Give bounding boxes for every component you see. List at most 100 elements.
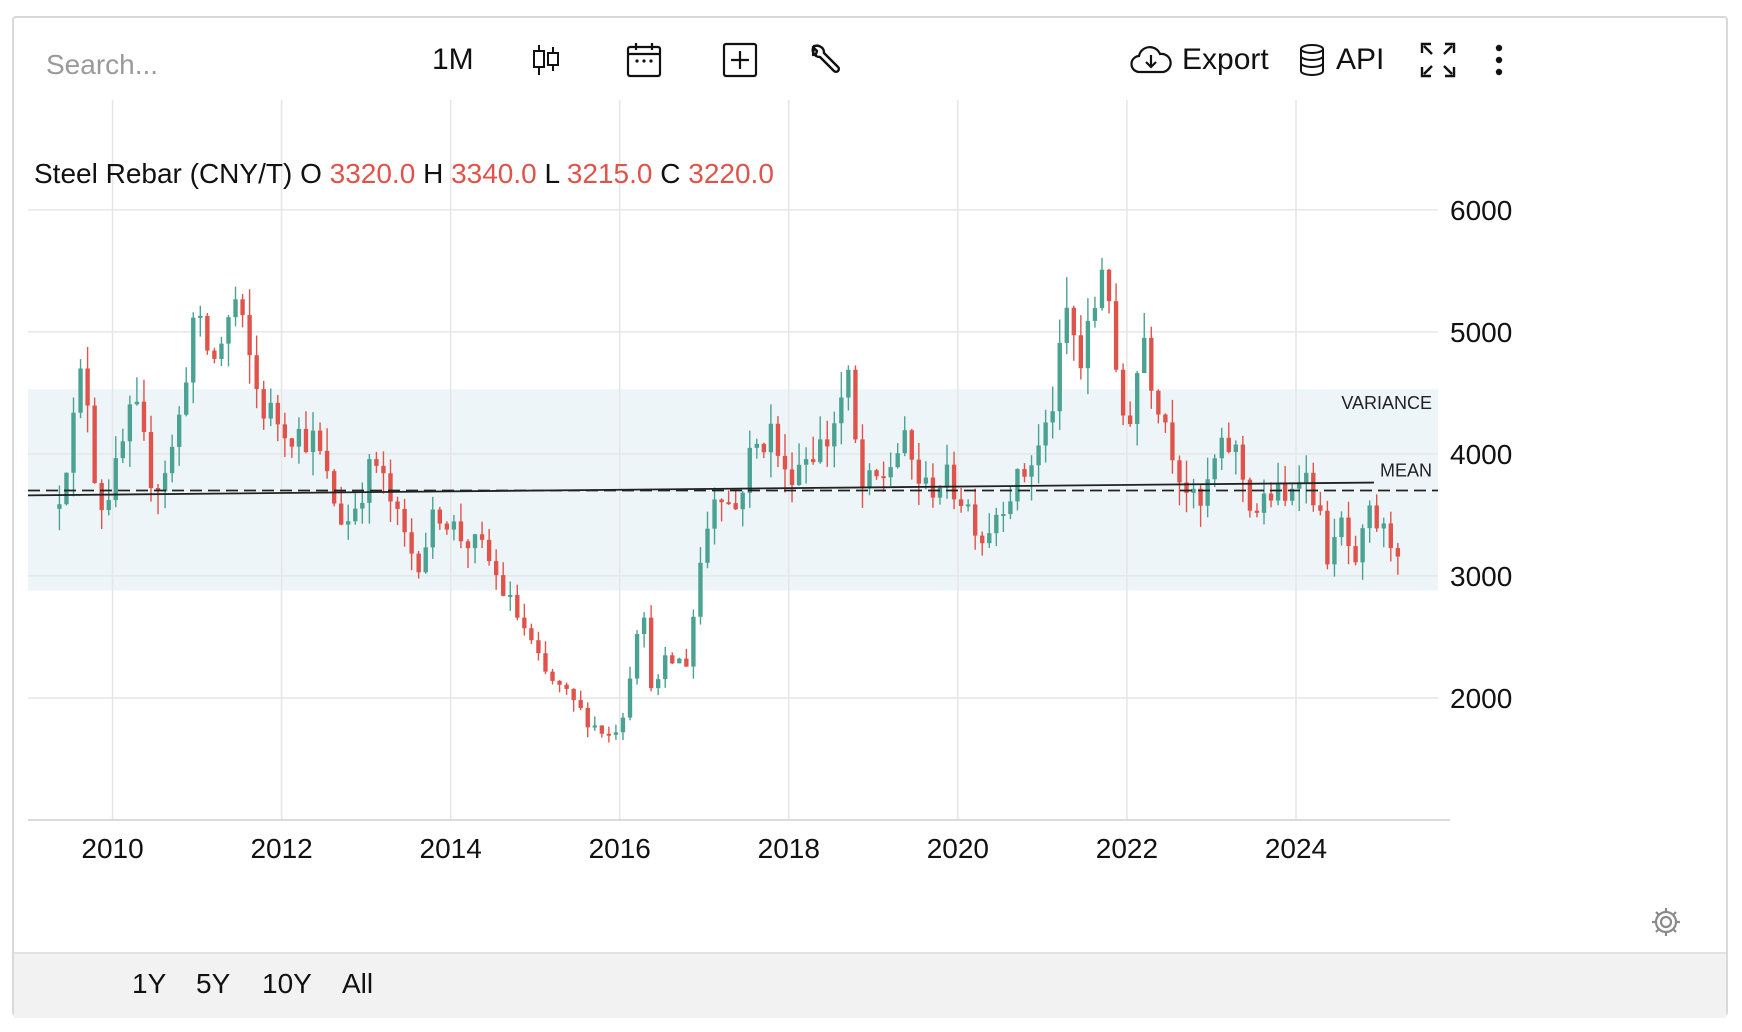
candle-body — [198, 315, 203, 318]
candle-body — [1177, 460, 1182, 483]
candle-body — [134, 401, 140, 405]
chart-area[interactable]: 2000 3000 4000 5000 6000 2010 2012 2014 2016 2018… — [14, 100, 1730, 964]
candle-body — [1001, 514, 1006, 517]
candle-body — [106, 500, 111, 511]
api-button[interactable]: API — [1298, 36, 1384, 84]
ohlc-legend: Steel Rebar (CNY/T) O 3320.0 H 3340.0 L … — [34, 158, 774, 190]
y-tick-label: 6000 — [1450, 195, 1512, 226]
x-tick-label: 2020 — [927, 833, 989, 864]
plus-box-icon — [722, 42, 758, 78]
candle-body — [951, 464, 957, 500]
candle-body — [1008, 501, 1013, 515]
candle-body — [627, 678, 633, 718]
candle-body — [247, 315, 252, 356]
candle-body — [1304, 472, 1309, 483]
candle-body — [733, 503, 738, 510]
candle-body — [585, 707, 590, 728]
date-range-button[interactable] — [626, 36, 662, 84]
candle-body — [1233, 444, 1239, 452]
candle-body — [458, 521, 464, 542]
candle-body — [832, 423, 837, 447]
candle-body — [416, 553, 421, 573]
candle-body — [860, 439, 865, 489]
candle-body — [1268, 493, 1274, 501]
candle-body — [768, 423, 774, 453]
candle-body — [1297, 482, 1302, 489]
candle-body — [987, 533, 992, 544]
candle-body — [613, 732, 619, 735]
y-tick-label: 4000 — [1450, 439, 1512, 470]
candle-body — [564, 684, 569, 689]
candle-body — [388, 473, 393, 502]
candle-body — [747, 447, 752, 493]
candle-body — [705, 528, 710, 563]
candle-body — [1282, 484, 1288, 501]
candle-body — [444, 523, 450, 530]
calendar-icon — [626, 43, 662, 78]
range-10y-button[interactable]: 10Y — [262, 968, 312, 999]
candle-body — [923, 477, 929, 484]
candle-body — [740, 492, 745, 510]
chart-settings-button[interactable] — [1650, 906, 1682, 943]
candle-body — [571, 688, 576, 701]
range-5y-button[interactable]: 5Y — [196, 968, 231, 999]
candle-body — [1219, 437, 1224, 459]
candle-body — [1261, 493, 1267, 513]
candle-body — [331, 471, 337, 504]
add-indicator-button[interactable] — [722, 36, 758, 84]
candle-body — [289, 438, 295, 447]
candle-body — [113, 458, 118, 501]
candlestick-icon — [533, 45, 559, 75]
candle-body — [888, 467, 893, 478]
candle-body — [1191, 488, 1196, 493]
candle-body — [1071, 307, 1076, 336]
x-tick-label: 2016 — [589, 833, 651, 864]
candle-body — [994, 514, 999, 534]
candle-body — [761, 443, 767, 453]
toolbar: 1M — [14, 18, 1726, 100]
candle-body — [78, 368, 83, 413]
candle-body — [853, 369, 858, 440]
chart-type-button[interactable] — [530, 36, 562, 84]
candle-body — [1170, 422, 1175, 461]
candle-body — [846, 369, 851, 398]
candle-body — [310, 430, 316, 453]
candle-body — [1311, 472, 1316, 506]
candle-body — [1332, 537, 1337, 565]
interval-label: 1M — [432, 43, 474, 76]
candle-body — [1226, 437, 1231, 452]
price-chart[interactable]: 2000 3000 4000 5000 6000 2010 2012 2014 2016 2018… — [14, 100, 1730, 964]
candle-body — [162, 473, 168, 492]
candle-body — [550, 671, 555, 681]
search-input[interactable] — [44, 44, 348, 86]
candle-body — [367, 459, 372, 503]
candle-body — [712, 499, 717, 529]
candle-body — [592, 725, 597, 728]
candle-body — [1388, 523, 1393, 549]
candle-body — [353, 508, 358, 522]
candle-body — [1092, 308, 1098, 321]
candle-body — [71, 412, 76, 473]
candle-body — [698, 562, 703, 617]
candle-body — [1120, 369, 1126, 416]
candle-body — [1240, 444, 1246, 480]
candle-body — [1184, 482, 1189, 493]
candle-body — [1198, 488, 1203, 506]
fullscreen-button[interactable] — [1420, 36, 1456, 84]
tools-button[interactable] — [806, 36, 842, 84]
candle-body — [839, 397, 844, 424]
candle-body — [346, 521, 351, 525]
more-menu-button[interactable] — [1494, 36, 1504, 84]
candle-body — [529, 628, 534, 641]
candle-body — [775, 423, 781, 456]
range-1y-button[interactable]: 1Y — [132, 968, 167, 999]
interval-button[interactable]: 1M — [432, 36, 474, 84]
candle-body — [451, 521, 457, 530]
candle-body — [1085, 320, 1091, 369]
export-button[interactable]: Export — [1130, 36, 1269, 84]
x-tick-label: 2014 — [420, 833, 482, 864]
candle-body — [409, 532, 414, 554]
candle-body — [501, 575, 506, 596]
range-all-button[interactable]: All — [342, 968, 374, 999]
candle-body — [1135, 373, 1140, 424]
